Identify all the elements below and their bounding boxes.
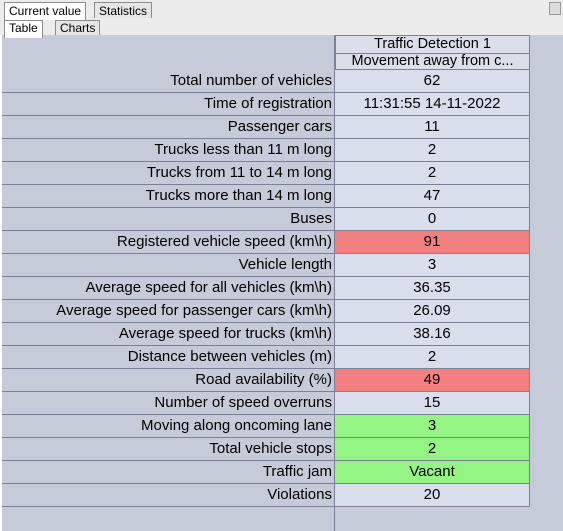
row-value[interactable]: 36.35 bbox=[335, 277, 530, 300]
tab-charts[interactable]: Charts bbox=[55, 20, 101, 35]
top-tab-bar: Current value Statistics bbox=[0, 0, 563, 20]
row-label: Total vehicle stops bbox=[2, 438, 335, 461]
row-label: Trucks from 11 to 14 m long bbox=[2, 162, 335, 185]
sub-tab-bar: Table Charts bbox=[0, 19, 563, 38]
table-row[interactable]: Traffic jam Vacant bbox=[2, 461, 530, 484]
row-value[interactable]: 91 bbox=[335, 231, 530, 254]
table-row[interactable]: Violations 20 bbox=[2, 484, 530, 507]
row-value[interactable]: 0 bbox=[335, 208, 530, 231]
table-row[interactable]: Road availability (%) 49 bbox=[2, 369, 530, 392]
row-value[interactable]: 62 bbox=[335, 70, 530, 93]
table-row[interactable]: Average speed for all vehicles (km\h) 36.… bbox=[2, 277, 530, 300]
tab-statistics[interactable]: Statistics bbox=[94, 2, 153, 18]
row-label: Time of registration bbox=[2, 93, 335, 116]
row-label: Average speed for trucks (km\h) bbox=[2, 323, 335, 346]
row-label: Trucks more than 14 m long bbox=[2, 185, 335, 208]
row-label: Violations bbox=[2, 484, 335, 507]
row-value[interactable]: 11 bbox=[335, 116, 530, 139]
table-row[interactable]: Distance between vehicles (m) 2 bbox=[2, 346, 530, 369]
row-value[interactable]: 2 bbox=[335, 346, 530, 369]
empty-area-side bbox=[530, 35, 563, 531]
row-value[interactable]: 49 bbox=[335, 369, 530, 392]
table-row[interactable]: Average speed for trucks (km\h) 38.16 bbox=[2, 323, 530, 346]
row-value[interactable]: 38.16 bbox=[335, 323, 530, 346]
table-row[interactable]: Trucks more than 14 m long 47 bbox=[2, 185, 530, 208]
row-label: Total number of vehicles bbox=[2, 70, 335, 93]
table-row[interactable]: Passenger cars 11 bbox=[2, 116, 530, 139]
table-row[interactable]: Buses 0 bbox=[2, 208, 530, 231]
row-label: Trucks less than 11 m long bbox=[2, 139, 335, 162]
row-label: Traffic jam bbox=[2, 461, 335, 484]
table-row[interactable]: Total number of vehicles 62 bbox=[2, 70, 530, 93]
row-label: Distance between vehicles (m) bbox=[2, 346, 335, 369]
row-label: Average speed for all vehicles (km\h) bbox=[2, 277, 335, 300]
table-row[interactable]: Registered vehicle speed (km\h) 91 bbox=[2, 231, 530, 254]
tab-current-value[interactable]: Current value bbox=[4, 2, 87, 20]
row-value[interactable]: 11:31:55 14-11-2022 bbox=[335, 93, 530, 116]
table-row[interactable]: Average speed for passenger cars (km\h) 2… bbox=[2, 300, 530, 323]
window-corner-icon[interactable] bbox=[549, 2, 561, 15]
row-label: Moving along oncoming lane bbox=[2, 415, 335, 438]
row-value[interactable]: 2 bbox=[335, 438, 530, 461]
row-label: Vehicle length bbox=[2, 254, 335, 277]
column-subheader[interactable]: Movement away from c... bbox=[335, 53, 530, 70]
header-corner bbox=[2, 35, 335, 70]
empty-area-left bbox=[2, 507, 335, 531]
column-header[interactable]: Traffic Detection 1 bbox=[335, 35, 530, 53]
row-value[interactable]: 26.09 bbox=[335, 300, 530, 323]
tab-table[interactable]: Table bbox=[4, 20, 43, 38]
data-table: Traffic Detection 1 Movement away from c… bbox=[2, 35, 563, 531]
row-value[interactable]: 2 bbox=[335, 139, 530, 162]
row-label: Passenger cars bbox=[2, 116, 335, 139]
row-value[interactable]: 3 bbox=[335, 254, 530, 277]
row-value[interactable]: 47 bbox=[335, 185, 530, 208]
table-row[interactable]: Total vehicle stops 2 bbox=[2, 438, 530, 461]
row-value[interactable]: Vacant bbox=[335, 461, 530, 484]
table-row[interactable]: Number of speed overruns 15 bbox=[2, 392, 530, 415]
row-value[interactable]: 3 bbox=[335, 415, 530, 438]
row-value[interactable]: 20 bbox=[335, 484, 530, 507]
row-label: Buses bbox=[2, 208, 335, 231]
row-label: Number of speed overruns bbox=[2, 392, 335, 415]
table-body: Total number of vehicles 62 Time of regist… bbox=[2, 70, 530, 507]
table-row[interactable]: Time of registration 11:31:55 14-11-2022 bbox=[2, 93, 530, 116]
left-edge bbox=[0, 35, 2, 531]
row-label: Average speed for passenger cars (km\h) bbox=[2, 300, 335, 323]
empty-area-right bbox=[335, 507, 530, 531]
row-label: Registered vehicle speed (km\h) bbox=[2, 231, 335, 254]
row-value[interactable]: 2 bbox=[335, 162, 530, 185]
table-row[interactable]: Moving along oncoming lane 3 bbox=[2, 415, 530, 438]
row-value[interactable]: 15 bbox=[335, 392, 530, 415]
table-row[interactable]: Trucks less than 11 m long 2 bbox=[2, 139, 530, 162]
table-row[interactable]: Trucks from 11 to 14 m long 2 bbox=[2, 162, 530, 185]
table-row[interactable]: Vehicle length 3 bbox=[2, 254, 530, 277]
row-label: Road availability (%) bbox=[2, 369, 335, 392]
